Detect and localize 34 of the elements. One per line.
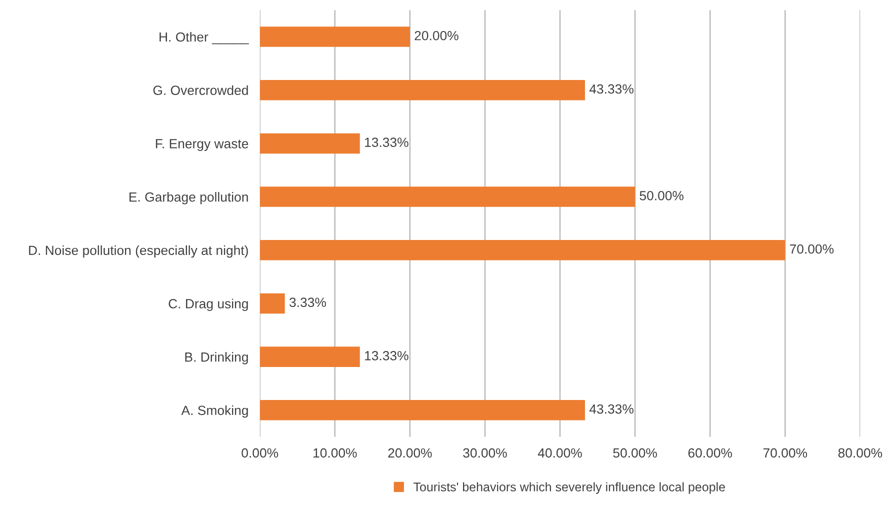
y-tick-label: B. Drinking: [185, 352, 248, 364]
bar: [260, 240, 786, 260]
x-tick-label: 80.00%: [838, 448, 882, 458]
x-tick-label: 60.00%: [688, 448, 732, 458]
x-tick-label: 20.00%: [388, 448, 432, 458]
bar: [260, 133, 360, 154]
y-tick-label: H. Other _____: [160, 32, 249, 44]
data-label: 43.33%: [589, 84, 634, 94]
data-label: 13.33%: [365, 138, 408, 147]
y-tick-label: G. Overcrowded: [153, 85, 248, 96]
data-label: 70.00%: [790, 244, 834, 254]
y-tick-label: E. Garbage pollution: [130, 192, 248, 204]
y-tick-label: D. Noise pollution (especially at night): [29, 245, 248, 258]
bar: [260, 293, 285, 314]
x-tick-label: 0.00%: [242, 448, 278, 458]
y-tick-label: F. Energy waste: [156, 139, 248, 151]
bar: [260, 26, 410, 47]
x-tick-label: 40.00%: [538, 448, 582, 458]
x-tick-label: 10.00%: [314, 448, 357, 458]
bar: [260, 80, 585, 100]
bar: [260, 186, 636, 207]
x-tick-label: 50.00%: [613, 448, 657, 458]
y-tick-label: A. Smoking: [181, 405, 248, 418]
data-label: 3.33%: [290, 298, 326, 308]
x-tick-label: 70.00%: [763, 448, 808, 458]
data-label: 20.00%: [414, 30, 458, 40]
x-tick-label: 30.00%: [463, 448, 507, 458]
bar: [260, 346, 360, 367]
data-label: 13.33%: [365, 351, 408, 360]
data-label: 50.00%: [640, 190, 684, 200]
data-label: 43.33%: [589, 404, 634, 414]
legend-label: Tourists' behaviors which severely influence local people: [414, 482, 725, 494]
bar: [260, 400, 585, 420]
y-tick-label: C. Drag using: [168, 298, 248, 311]
